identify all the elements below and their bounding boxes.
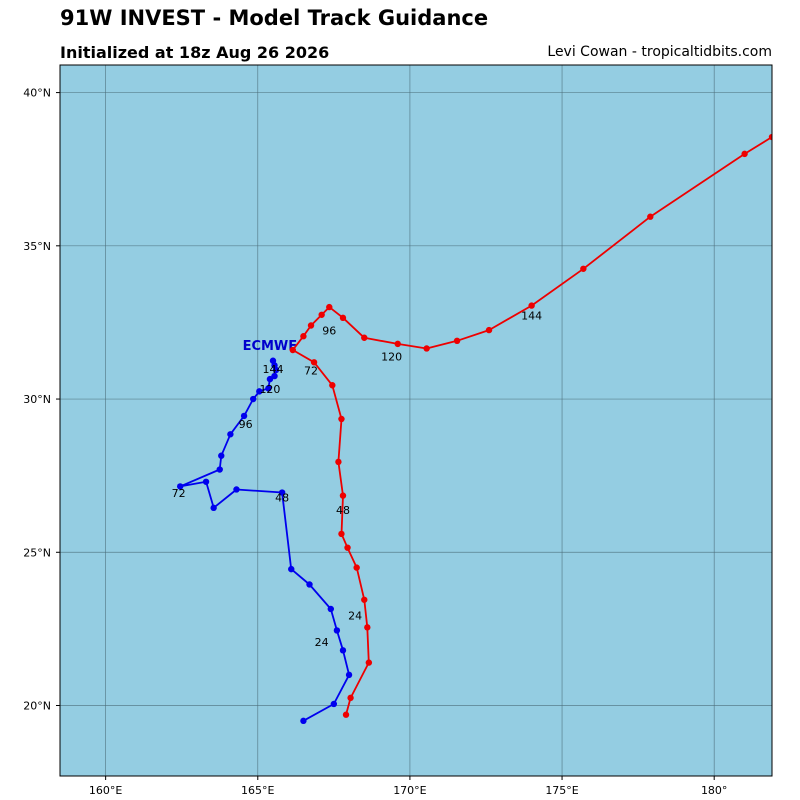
track-point <box>365 659 373 666</box>
track-point <box>265 385 272 392</box>
track-point <box>307 322 315 329</box>
track-point <box>528 302 535 309</box>
track-point <box>580 265 587 272</box>
page-title: 91W INVEST - Model Track Guidance <box>60 6 489 30</box>
ecmwf-track: 24 48 72 96 120 144 ECMWF <box>172 339 353 725</box>
lat-tick-label: 35°N <box>23 240 51 253</box>
track-point <box>269 357 277 364</box>
map-frame <box>59 64 773 777</box>
lat-tick-label: 40°N <box>23 87 51 100</box>
track-point <box>335 458 342 466</box>
lat-tick-label: 20°N <box>23 700 51 713</box>
forecast-hour-label: 144 <box>262 363 283 376</box>
lat-tick-label: 30°N <box>23 393 51 406</box>
track-point <box>300 333 307 340</box>
track-point <box>344 544 351 551</box>
track-point <box>266 375 274 383</box>
forecast-hour-label: 96 <box>322 325 336 338</box>
track-point <box>210 504 217 512</box>
model-name-label: ECMWF <box>243 339 298 354</box>
track-point <box>250 395 257 403</box>
axis-tick-labels: 160°E 165°E 170°E 175°E 180° 20°N 25°N 30°N 35°N… <box>23 87 727 797</box>
track-point <box>453 337 461 345</box>
track-point <box>345 671 353 679</box>
track-point <box>289 346 296 354</box>
track-point <box>741 150 748 158</box>
lon-tick-label: 160°E <box>89 784 122 797</box>
track-point <box>485 326 493 334</box>
lon-tick-label: 175°E <box>545 784 578 797</box>
lon-tick-label: 170°E <box>393 784 426 797</box>
track-point <box>271 372 278 380</box>
track-point <box>218 452 225 459</box>
track-point <box>339 647 347 654</box>
track-point <box>361 596 368 603</box>
track-point <box>339 314 347 322</box>
lon-tick-label: 165°E <box>241 784 274 797</box>
forecast-hour-label: 72 <box>304 365 318 378</box>
track-point <box>300 717 307 725</box>
track-point <box>339 492 347 499</box>
track-point <box>216 466 223 473</box>
forecast-hour-label: 120 <box>381 351 402 364</box>
track-point <box>278 489 286 496</box>
forecast-hour-label: 48 <box>275 492 289 505</box>
track-point <box>768 133 772 141</box>
forecast-hour-label: 96 <box>239 418 253 431</box>
forecast-hour-label: 24 <box>315 636 329 649</box>
model-tracks: 24 48 72 96 120 144 ECMWF 24 48 72 96 120 144 <box>172 133 772 725</box>
track-point <box>256 388 263 395</box>
track-point <box>423 345 430 352</box>
track-point <box>347 694 354 702</box>
lon-tick-label: 180° <box>701 784 728 797</box>
track-point <box>394 340 401 348</box>
track-point <box>288 565 295 573</box>
track-point <box>233 486 240 493</box>
track-point <box>240 412 248 420</box>
forecast-hour-label: 72 <box>172 487 186 500</box>
track-point <box>176 483 184 490</box>
graticule <box>60 65 772 776</box>
track-point <box>361 334 368 341</box>
track-point <box>329 382 336 389</box>
ocean-background <box>60 65 772 776</box>
track-point <box>338 530 345 538</box>
track-point <box>342 711 350 718</box>
track-point <box>353 564 360 571</box>
track-point <box>318 311 325 318</box>
forecast-hour-label: 144 <box>521 309 542 322</box>
track-point <box>327 605 335 613</box>
track-point <box>333 627 341 634</box>
track-point <box>227 431 234 438</box>
track-point <box>306 581 313 588</box>
track-point <box>647 213 654 220</box>
track-point <box>326 303 333 311</box>
page-subtitle: Initialized at 18z Aug 26 2026 <box>60 43 330 62</box>
forecast-hour-label: 120 <box>259 383 280 396</box>
track-point <box>338 415 345 423</box>
forecast-hour-label: 48 <box>336 504 350 517</box>
forecast-hour-label: 24 <box>348 610 362 623</box>
second-model-track: 24 48 72 96 120 144 <box>289 133 772 718</box>
track-point <box>364 624 371 631</box>
track-point <box>330 700 338 708</box>
credit-text: Levi Cowan - tropicaltidbits.com <box>547 44 772 60</box>
lat-tick-label: 25°N <box>23 546 51 559</box>
track-point <box>310 359 318 366</box>
track-point <box>202 478 210 485</box>
